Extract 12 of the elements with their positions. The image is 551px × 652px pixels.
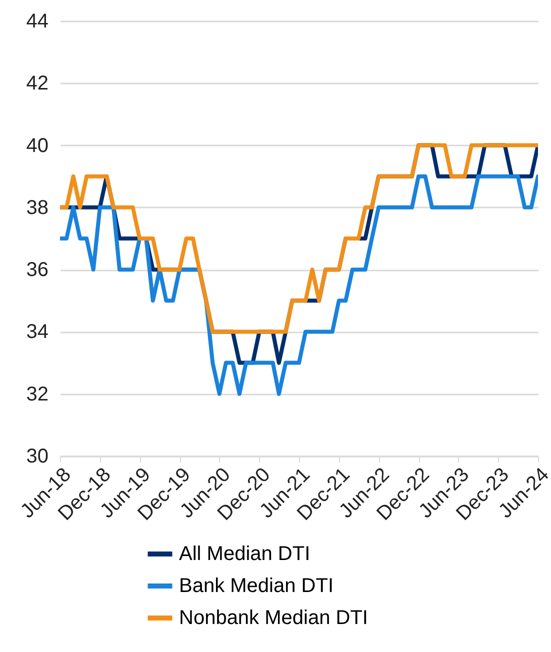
y-tick-label: 30	[26, 446, 48, 468]
y-tick-label: 44	[26, 10, 48, 32]
y-tick-label: 42	[26, 72, 48, 95]
y-tick-label: 34	[26, 321, 48, 344]
legend-label: Nonbank Median DTI	[179, 607, 368, 629]
legend-label: Bank Median DTI	[179, 575, 334, 597]
y-tick-label: 36	[26, 259, 48, 282]
y-tick-label: 38	[26, 196, 48, 219]
y-tick-label: 32	[26, 383, 48, 406]
legend-label: All Median DTI	[179, 543, 310, 565]
y-tick-label: 40	[26, 134, 48, 157]
line-series	[60, 174, 538, 396]
